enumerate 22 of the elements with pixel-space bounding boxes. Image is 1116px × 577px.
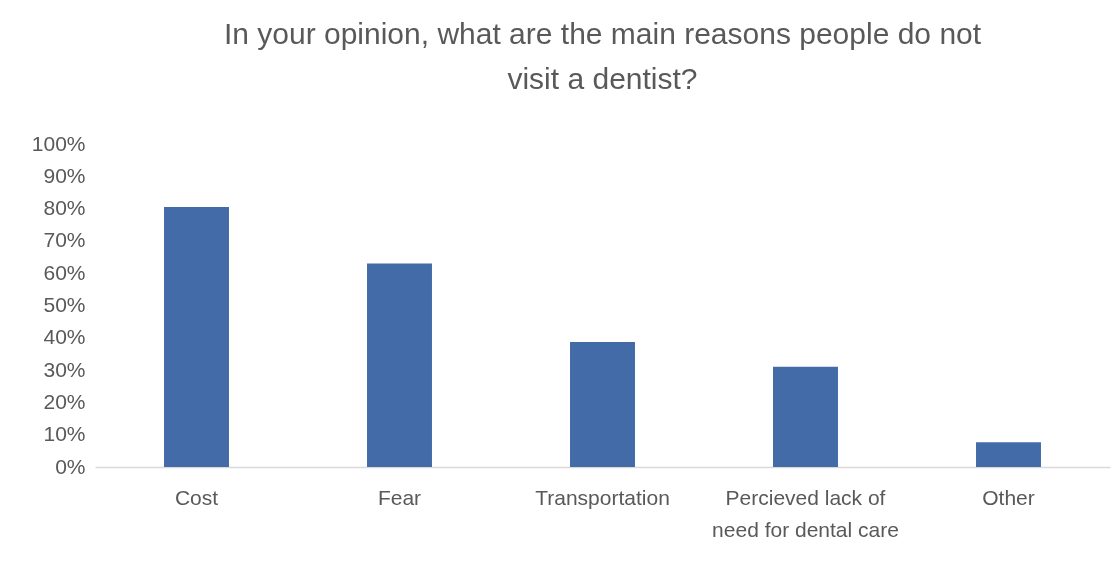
y-tick-label: 20%	[43, 389, 86, 413]
x-tick-label: Transportation	[535, 485, 670, 509]
y-tick-label: 60%	[43, 260, 86, 284]
y-tick-label: 90%	[43, 163, 86, 187]
x-tick-label: Fear	[377, 485, 422, 509]
y-tick-label: 50%	[43, 293, 86, 316]
chart-title: In your opinion, what are the main reasons people do not visit a dentist?	[223, 17, 982, 95]
bar	[976, 442, 1041, 467]
bar	[570, 342, 635, 467]
y-tick-label: 10%	[43, 422, 86, 446]
y-tick-label: 100%	[31, 131, 86, 155]
y-tick-label: 40%	[43, 325, 86, 349]
bar	[773, 366, 838, 467]
y-tick-label: 0%	[55, 454, 86, 478]
bar	[367, 263, 432, 467]
y-tick-label: 30%	[43, 357, 86, 381]
x-tick-label: Cost	[174, 485, 219, 509]
y-tick-label: 80%	[43, 196, 86, 220]
x-tick-label: Percieved lack of need for dental care	[712, 485, 899, 541]
bar	[164, 206, 229, 467]
y-tick-label: 70%	[43, 228, 86, 252]
x-tick-label: Other	[982, 485, 1035, 509]
